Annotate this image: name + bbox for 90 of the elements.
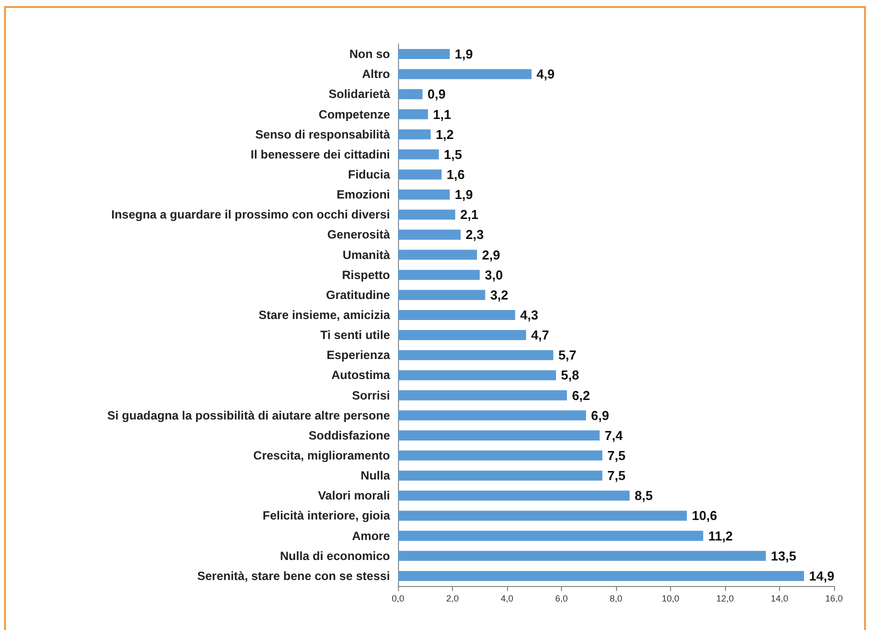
bar: [398, 290, 486, 300]
y-tick-label: Non so: [349, 47, 390, 62]
y-tick-label: Autostima: [331, 368, 390, 382]
data-label: 10,6: [692, 508, 718, 524]
data-label: 5,7: [558, 348, 576, 363]
y-tick-label: Valori morali: [318, 488, 390, 503]
bar: [398, 410, 586, 420]
x-tick-label: 2,0: [446, 594, 459, 604]
y-tick-label: Il benessere dei cittadini: [250, 147, 390, 162]
bar: [398, 510, 687, 521]
x-tick-label: 10,0: [662, 594, 680, 604]
bar: [398, 530, 704, 541]
y-tick-label: Amore: [352, 528, 390, 543]
y-tick-label: Competenze: [318, 107, 390, 122]
bar: [398, 250, 478, 260]
data-label: 4,3: [520, 308, 538, 322]
bar: [398, 49, 450, 60]
bar: [398, 350, 554, 360]
bar: [398, 390, 567, 400]
data-label: 14,9: [809, 568, 834, 584]
y-tick-label: Rispetto: [342, 268, 390, 282]
data-label: 1,1: [432, 106, 452, 122]
y-tick-label: Stare insieme, amicizia: [258, 308, 390, 322]
data-label: 7,4: [604, 428, 624, 443]
x-tick-label: 4,0: [500, 594, 514, 604]
bar: [398, 190, 450, 200]
y-tick-label: Si guadagna la possibilità di aiutare altre persone: [107, 408, 390, 422]
y-tick-label: Crescita, miglioramento: [253, 448, 390, 463]
x-tick-label: 8,0: [610, 594, 622, 604]
bar: [398, 370, 556, 380]
x-tick-label: 12,0: [716, 594, 734, 604]
bar: [398, 69, 532, 80]
x-tick-label: 14,0: [770, 594, 788, 604]
data-label: 6,2: [572, 388, 590, 403]
data-label: 13,5: [770, 548, 796, 564]
bar: [398, 109, 428, 120]
bar: [398, 310, 516, 320]
data-label: 4,7: [531, 328, 550, 343]
bar: [398, 210, 456, 220]
data-label: 1,2: [436, 126, 454, 142]
y-tick-label: Insegna a guardare il prossimo con occhi diversi: [111, 208, 390, 222]
bar: [398, 149, 439, 160]
data-label: 1,9: [454, 46, 473, 62]
y-tick-label: Gratitudine: [326, 288, 390, 302]
bar: [398, 570, 804, 581]
bar: [398, 470, 602, 481]
bar: [398, 129, 431, 140]
data-label: 6,9: [591, 408, 610, 423]
bar: [398, 490, 630, 501]
data-label: 2,3: [466, 227, 484, 242]
data-label: 11,2: [708, 528, 733, 544]
bar: [398, 450, 602, 461]
y-tick-label: Ti senti utile: [320, 328, 390, 342]
bar: [398, 430, 600, 440]
bar: [398, 169, 442, 180]
data-label: 4,9: [536, 66, 555, 82]
y-tick-label: Soddisfazione: [308, 428, 390, 442]
y-tick-label: Senso di responsabilità: [255, 127, 390, 142]
y-tick-label: Emozioni: [336, 188, 390, 202]
data-label: 0,9: [428, 86, 446, 102]
data-label: 7,5: [607, 468, 626, 484]
x-tick-label: 16,0: [825, 594, 843, 604]
data-label: 2,9: [482, 247, 500, 262]
y-tick-label: Felicità interiore, gioia: [262, 508, 390, 523]
data-label: 1,6: [446, 166, 465, 182]
data-label: 3,0: [484, 267, 503, 282]
y-tick-label: Umanità: [342, 248, 390, 262]
bar: [398, 230, 461, 240]
y-tick-label: Serenità, stare bene con se stessi: [197, 568, 390, 583]
y-tick-label: Sorrisi: [352, 388, 390, 402]
data-label: 2,1: [460, 207, 478, 222]
y-tick-label: Altro: [362, 67, 390, 82]
y-tick-label: Solidarietà: [328, 87, 390, 102]
y-tick-label: Generosità: [327, 228, 390, 242]
bar: [398, 550, 766, 561]
y-tick-label: Esperienza: [326, 348, 390, 362]
data-label: 3,2: [490, 287, 508, 302]
x-tick-label: 6,0: [555, 594, 568, 604]
bar: [398, 330, 526, 340]
data-label: 1,5: [444, 146, 462, 162]
y-tick-label: Nulla: [360, 468, 390, 483]
data-label: 8,5: [634, 488, 653, 504]
y-tick-label: Nulla di economico: [280, 548, 390, 563]
bar: [398, 89, 423, 100]
data-label: 1,9: [454, 187, 473, 202]
data-label: 5,8: [561, 368, 580, 383]
data-label: 7,5: [607, 448, 626, 464]
x-tick-label: 0,0: [392, 594, 404, 604]
bar: [398, 270, 480, 280]
y-tick-label: Fiducia: [348, 167, 390, 182]
